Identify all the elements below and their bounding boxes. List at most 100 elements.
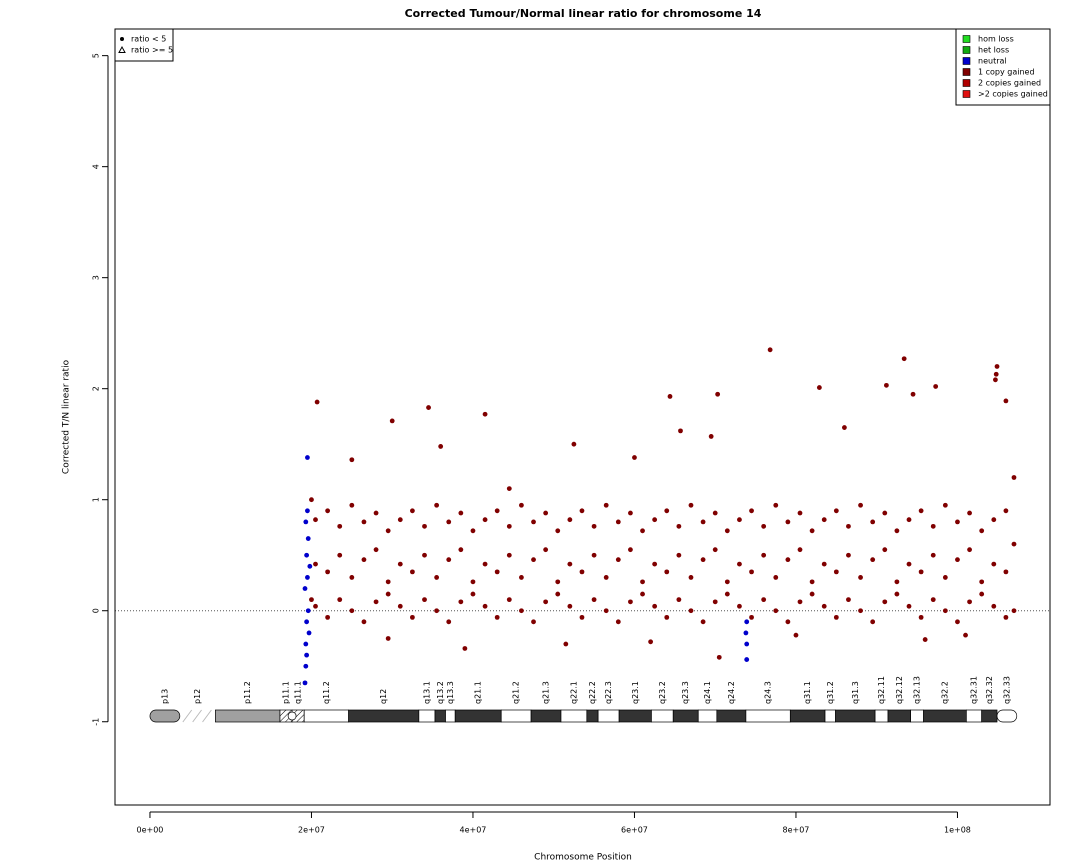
data-point [979,591,985,597]
data-point [767,347,773,353]
data-point [309,597,314,603]
ideogram-band [182,709,212,723]
data-point [531,619,536,625]
data-point [737,603,742,609]
data-point [470,591,476,597]
data-point [397,561,403,567]
data-point [482,603,488,609]
data-point [567,561,573,567]
data-point [579,508,585,514]
data-point [884,382,889,388]
band-label: q22.3 [604,681,613,704]
legend-swatch [962,46,971,54]
data-point [603,502,609,508]
data-point [664,569,670,575]
data-point [303,663,309,669]
data-point [652,603,658,609]
data-point [615,519,621,525]
data-point [664,508,670,514]
data-point [918,614,924,620]
data-point [494,508,500,514]
ideogram-band [910,709,924,723]
data-point [305,575,310,580]
marker-legend-box [114,28,174,62]
data-point [304,652,310,658]
data-point [482,411,488,417]
data-point [349,608,355,614]
band-label: q24.2 [727,681,736,704]
data-point [555,591,561,597]
ideogram-band [445,709,456,723]
data-point [737,517,742,523]
data-point [305,536,311,541]
data-point [793,632,799,638]
data-point [1003,569,1009,575]
data-point [930,523,936,529]
data-point [325,569,331,575]
data-point [313,561,318,567]
data-point [579,569,585,575]
band-label: q32.32 [985,676,994,704]
data-point [397,603,403,609]
chart-title: Corrected Tumour/Normal linear ratio for… [405,7,762,20]
data-point [901,356,907,362]
ideogram-band [597,709,620,723]
band-label: q32.31 [970,676,979,704]
data-point [506,597,512,603]
stalk-stroke [202,709,212,723]
data-point [708,434,714,439]
data-point [494,614,500,620]
data-point [304,552,310,558]
x-tick-label: 4e+07 [460,826,487,835]
data-point [361,519,367,525]
data-point [870,619,876,625]
data-point [700,557,706,563]
ideogram-band [215,709,281,723]
x-tick-label: 6e+07 [621,826,648,835]
band-label: q32.2 [940,681,949,704]
data-point [870,519,876,525]
data-point [314,399,320,405]
data-point [458,510,464,516]
data-point [979,528,985,534]
legend-box [955,28,1051,106]
data-point [846,552,851,558]
data-point [410,508,415,514]
data-point [846,597,851,603]
y-tick-label: 2 [92,386,101,391]
data-point [833,508,839,514]
ideogram-band [716,709,747,723]
data-point [591,597,597,603]
legend-swatch [962,79,971,87]
band-label: p11.1 [282,681,291,704]
band-label: p12 [193,689,202,704]
data-point [821,603,827,609]
data-point [858,575,863,580]
ideogram-band [923,709,967,723]
data-point [979,579,985,585]
data-point [361,619,367,625]
data-point [700,519,706,525]
data-point [313,603,318,609]
y-tick-label: 5 [92,53,101,58]
data-point [712,547,718,553]
data-point [555,579,561,585]
data-point [470,528,476,534]
x-tick-label: 1e+08 [944,826,971,835]
data-point [305,608,311,614]
data-point [373,510,379,516]
ideogram-band [530,709,562,723]
plot-area: p13 p12 p11.2 p11.1 q11.1 q11.2 q12 q13.1 q13.2 q… [115,347,1050,723]
data-point [816,385,822,390]
band-label: q32.12 [895,676,904,704]
data-point [930,552,936,558]
legend-symbol [118,45,126,53]
data-point [688,575,694,580]
data-point [615,557,621,563]
data-point [482,561,488,567]
data-point [302,680,308,686]
band-label: q32.13 [913,676,922,704]
band-label: q23.1 [631,681,640,704]
band-label: q21.2 [512,681,521,704]
data-point [842,425,847,430]
